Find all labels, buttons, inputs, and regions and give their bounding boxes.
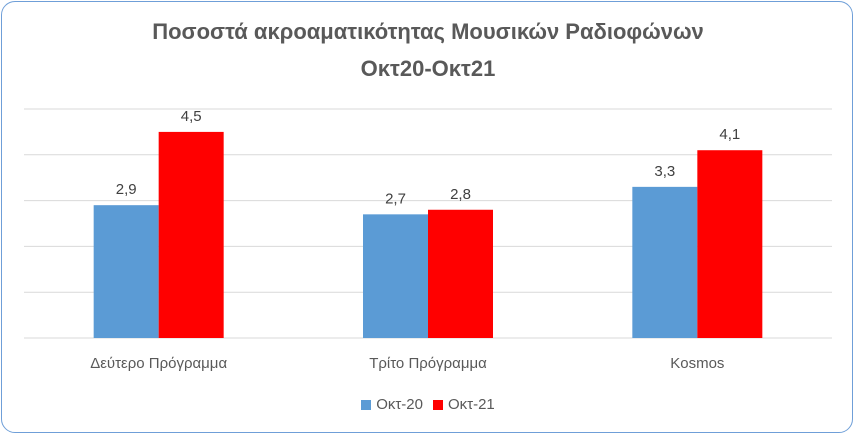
bar	[428, 209, 493, 338]
legend-item-series-1: Οκτ-20	[361, 396, 423, 413]
data-label: 4,1	[719, 126, 740, 143]
legend-label: Οκτ-20	[376, 396, 423, 413]
legend-swatch	[433, 399, 443, 410]
data-label: 3,3	[654, 163, 675, 180]
bar	[632, 186, 698, 338]
bar	[158, 131, 224, 338]
legend-label: Οκτ-21	[448, 396, 495, 413]
bar	[93, 205, 159, 338]
data-label: 2,7	[385, 190, 406, 207]
bar	[697, 150, 763, 338]
legend-item-series-2: Οκτ-21	[433, 396, 495, 413]
chart-subtitle: Οκτ20-Οκτ21	[360, 56, 496, 81]
x-tick-label: Δεύτερο Πρόγραμμα	[90, 355, 227, 372]
data-label: 2,9	[116, 181, 137, 198]
x-tick-label: Τρίτο Πρόγραμμα	[369, 355, 487, 372]
legend-swatch	[361, 399, 372, 410]
data-label: 2,8	[450, 186, 471, 203]
legend: Οκτ-20 Οκτ-21	[0, 396, 856, 413]
data-label: 4,5	[181, 108, 202, 125]
bar	[363, 214, 428, 338]
x-tick-label: Kosmos	[670, 355, 724, 372]
chart-title: Ποσοστά ακροαματικότητας Μουσικών Ραδιοφ…	[152, 19, 704, 44]
